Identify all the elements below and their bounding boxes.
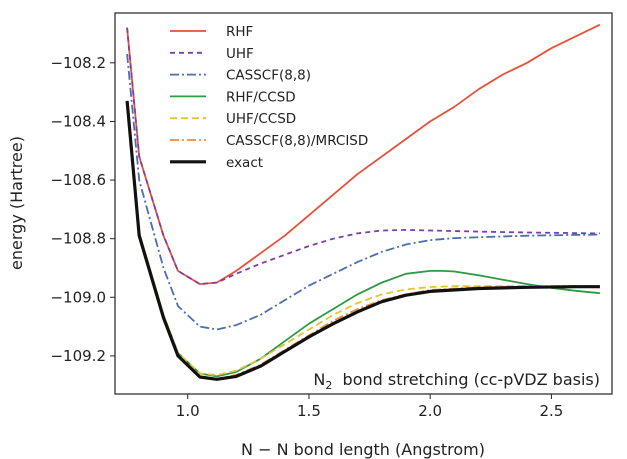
- series-line-casscf-8-8: [126, 53, 600, 331]
- legend-label: UHF: [226, 46, 254, 62]
- y-tick-label: −108.8: [50, 230, 106, 248]
- y-tick-label: −109.0: [50, 288, 106, 306]
- x-tick-label: 2.0: [418, 402, 442, 420]
- legend-label: exact: [226, 155, 263, 171]
- legend-label: RHF/CCSD: [226, 89, 296, 105]
- annotation-rest: bond stretching (cc-pVDZ basis): [332, 370, 600, 389]
- y-tick-label: −108.6: [50, 171, 106, 189]
- annotation-main: N: [313, 370, 325, 389]
- legend-label: RHF: [226, 24, 253, 40]
- y-tick-label: −108.4: [50, 112, 106, 130]
- series-line-exact: [125, 100, 600, 381]
- series-line-uhf-ccsd: [126, 100, 600, 376]
- x-tick-label: 1.0: [176, 402, 200, 420]
- axes-group: 1.0 1.5 2.0 2.5 −108.2 −108.4 −108.6 −108.8 −109…: [50, 54, 563, 420]
- annotation: N2 bond stretching (cc-pVDZ basis): [313, 370, 600, 392]
- x-tick-label: 1.5: [297, 402, 321, 420]
- legend-label: CASSCF(8,8)/MRCISD: [226, 133, 368, 149]
- legend: RHF UHF CASSCF(8,8) RHF/CCSD UHF/CCSD CASSCF(…: [170, 24, 368, 171]
- x-axis-label: N − N bond length (Angstrom): [241, 440, 485, 459]
- x-tick-label: 2.5: [539, 402, 563, 420]
- y-tick-label: −108.2: [50, 54, 106, 72]
- series-group: [125, 23, 601, 381]
- legend-label: UHF/CCSD: [226, 111, 296, 127]
- y-axis-label: energy (Hartree): [7, 136, 26, 270]
- plot-frame: [114, 12, 613, 395]
- legend-label: CASSCF(8,8): [226, 68, 311, 84]
- annotation-subscript: 2: [325, 379, 332, 392]
- y-tick-label: −109.2: [50, 347, 106, 365]
